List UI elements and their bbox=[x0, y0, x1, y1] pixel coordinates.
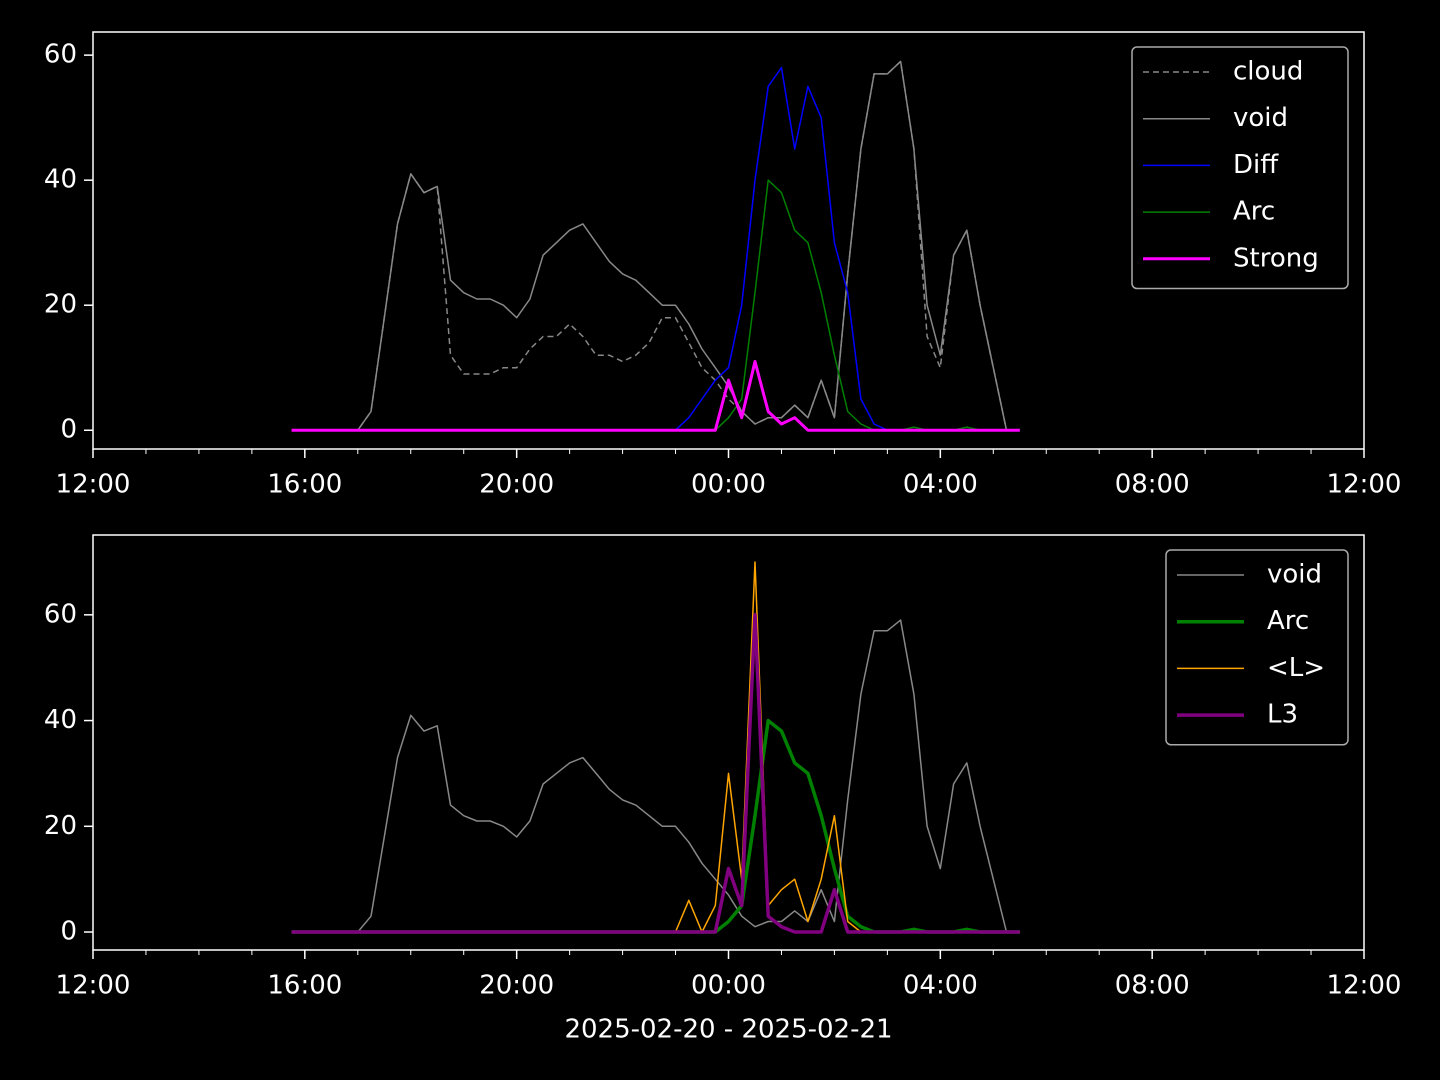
x-tick-label: 00:00 bbox=[691, 971, 766, 1001]
x-tick-label: 08:00 bbox=[1115, 971, 1190, 1001]
x-tick-label: 12:00 bbox=[1327, 470, 1402, 500]
legend-label: void bbox=[1267, 560, 1322, 590]
x-tick-label: 12:00 bbox=[1327, 971, 1402, 1001]
legend-label: Arc bbox=[1233, 197, 1275, 227]
x-tick-label: 16:00 bbox=[267, 971, 342, 1001]
series-line bbox=[291, 613, 1020, 934]
y-tick-label: 60 bbox=[44, 40, 77, 70]
axes-frame bbox=[92, 31, 1365, 450]
y-tick-label: 20 bbox=[44, 811, 77, 841]
legend-label: Arc bbox=[1267, 606, 1309, 636]
x-tick-label: 00:00 bbox=[691, 470, 766, 500]
legend-label: L3 bbox=[1267, 700, 1298, 730]
y-tick-label: 0 bbox=[60, 415, 77, 445]
legend-label: Diff bbox=[1233, 150, 1279, 180]
series-line bbox=[291, 360, 1020, 432]
y-tick-label: 40 bbox=[44, 165, 77, 195]
x-tick-label: 04:00 bbox=[903, 470, 978, 500]
x-tick-label: 16:00 bbox=[267, 470, 342, 500]
y-tick-label: 20 bbox=[44, 290, 77, 320]
x-tick-label: 04:00 bbox=[903, 971, 978, 1001]
x-tick-label: 08:00 bbox=[1115, 470, 1190, 500]
legend-box bbox=[1131, 46, 1349, 290]
series-line bbox=[291, 60, 1020, 431]
legend-label: <L> bbox=[1267, 653, 1325, 683]
legend-label: cloud bbox=[1233, 57, 1303, 87]
x-axis-label: 2025-02-20 - 2025-02-21 bbox=[564, 1015, 892, 1045]
axes-frame bbox=[92, 534, 1365, 951]
y-tick-label: 60 bbox=[44, 599, 77, 629]
legend-label: void bbox=[1233, 103, 1288, 133]
series-line bbox=[291, 619, 1020, 933]
y-tick-label: 40 bbox=[44, 705, 77, 735]
y-tick-label: 0 bbox=[60, 917, 77, 947]
x-tick-label: 12:00 bbox=[56, 971, 131, 1001]
x-tick-label: 20:00 bbox=[479, 470, 554, 500]
legend-box bbox=[1165, 549, 1349, 746]
x-tick-label: 20:00 bbox=[479, 971, 554, 1001]
legend-label: Strong bbox=[1233, 243, 1319, 273]
x-tick-label: 12:00 bbox=[56, 470, 131, 500]
